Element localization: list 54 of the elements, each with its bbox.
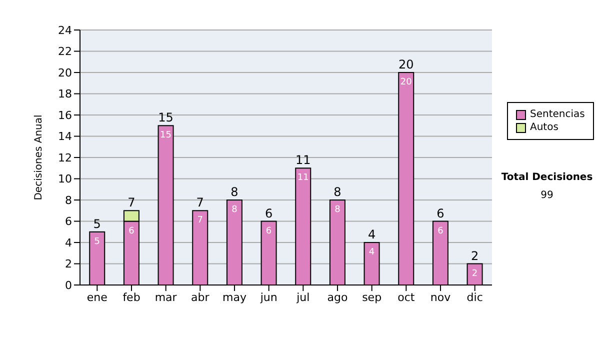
y-tick-label: 4 xyxy=(65,236,72,250)
total-label: 15 xyxy=(158,110,174,125)
x-tick-label: may xyxy=(222,290,247,304)
data-label: 7 xyxy=(197,216,203,226)
y-tick-label: 2 xyxy=(65,258,72,271)
total-label: 5 xyxy=(93,216,101,231)
data-label: 4 xyxy=(368,248,375,258)
total-label: 7 xyxy=(128,196,136,210)
total-label: 6 xyxy=(436,206,444,220)
total-label: 11 xyxy=(295,153,311,168)
total-label: 20 xyxy=(398,58,414,72)
total-label: 8 xyxy=(230,185,238,199)
y-tick-label: 20 xyxy=(58,66,72,80)
total-label: 8 xyxy=(334,185,342,199)
legend-label: Autos xyxy=(530,121,558,134)
data-label: 8 xyxy=(334,205,341,215)
total-label: 7 xyxy=(196,196,204,210)
x-tick-label: ene xyxy=(86,290,108,304)
data-label: 6 xyxy=(266,226,272,236)
y-tick-label: 8 xyxy=(65,194,72,207)
data-label: 6 xyxy=(128,226,135,236)
x-tick-label: ago xyxy=(327,290,348,304)
data-label: 20 xyxy=(400,78,412,88)
y-tick-label: 12 xyxy=(58,151,72,164)
data-label: 6 xyxy=(438,226,444,236)
x-tick-label: sep xyxy=(362,290,382,304)
y-tick-label: 18 xyxy=(58,88,72,101)
total-label: 4 xyxy=(368,228,376,242)
total-label: 2 xyxy=(470,248,479,263)
y-tick-label: 16 xyxy=(58,108,72,122)
y-tick-label: 10 xyxy=(58,172,72,186)
y-tick-label: 14 xyxy=(58,130,72,144)
x-tick-label: jul xyxy=(296,290,310,304)
data-label: 11 xyxy=(297,173,309,184)
x-tick-label: abr xyxy=(191,290,210,304)
legend-label: Sentencias xyxy=(530,108,585,121)
x-tick-label: feb xyxy=(122,290,140,304)
total-label: 6 xyxy=(264,206,273,220)
data-label: 8 xyxy=(232,205,238,215)
y-axis-title: Decisiones Anual xyxy=(34,114,45,200)
x-tick-label: jun xyxy=(259,290,278,304)
x-tick-label: mar xyxy=(154,290,178,304)
y-tick-label: 6 xyxy=(65,215,72,228)
text: 99 xyxy=(540,190,554,201)
data-label: 2 xyxy=(472,268,478,279)
y-tick-label: 22 xyxy=(58,45,72,58)
x-tick-label: dic xyxy=(466,290,483,304)
x-tick-label: nov xyxy=(430,290,452,304)
data-label: 5 xyxy=(94,236,100,247)
x-tick-label: oct xyxy=(398,290,416,304)
data-label: 15 xyxy=(160,130,172,141)
text: Total Decisiones xyxy=(500,172,594,183)
y-tick-label: 0 xyxy=(65,278,72,292)
y-tick-label: 24 xyxy=(58,24,72,37)
